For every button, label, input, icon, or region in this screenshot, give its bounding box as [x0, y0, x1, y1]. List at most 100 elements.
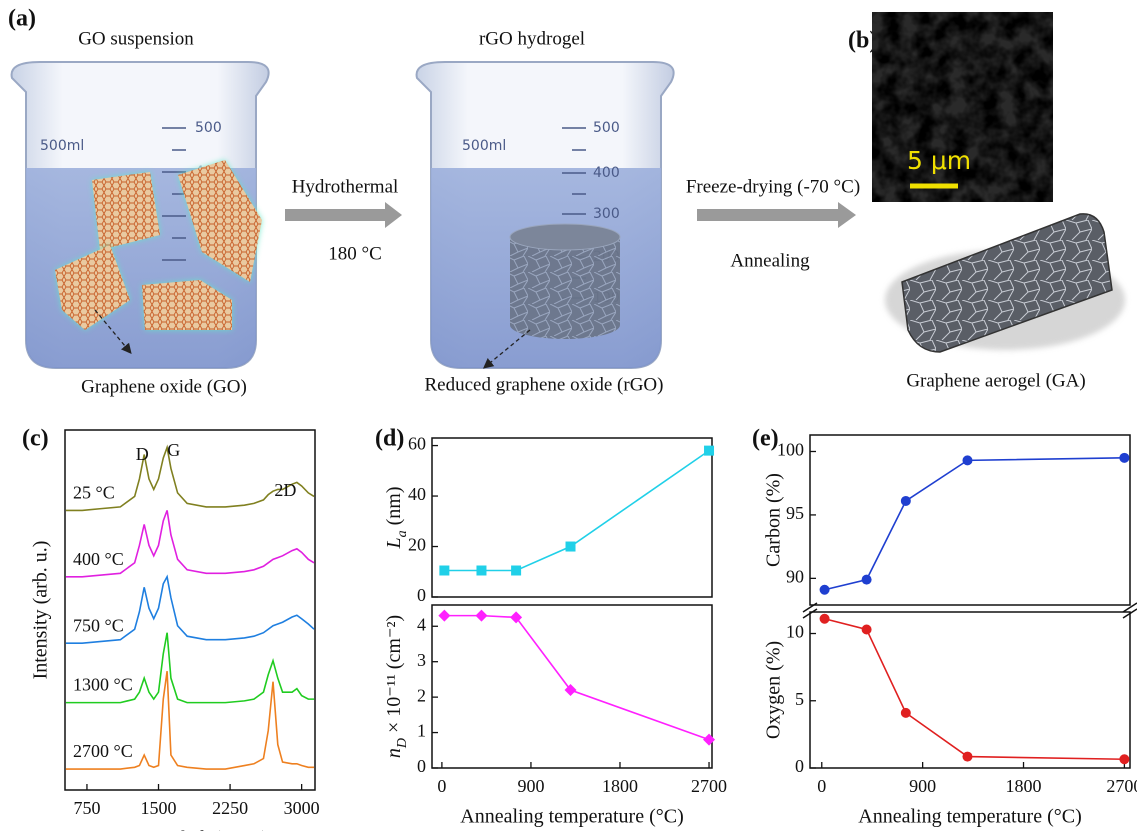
series-label: 400 °C	[73, 549, 124, 569]
series-line	[444, 449, 710, 572]
marker	[438, 609, 451, 622]
x-tick-label: 750	[73, 798, 100, 818]
y-tick-label: 20	[408, 535, 426, 555]
step-label: 180 °C	[328, 243, 382, 264]
marker	[819, 613, 830, 624]
marker	[900, 495, 911, 506]
marker	[565, 541, 576, 552]
marker	[1119, 452, 1130, 463]
y-tick-label: 1	[417, 721, 426, 741]
y-axis-label: nD × 10⁻¹¹ (cm⁻²)	[383, 615, 410, 758]
series-line	[65, 632, 315, 704]
x-tick-label: 1800	[1006, 776, 1042, 796]
y-tick-label: 10	[786, 622, 804, 642]
y-tick-label: 3	[417, 650, 426, 670]
plot-frame	[809, 611, 1131, 769]
y-tick-label: 100	[777, 440, 804, 460]
process-arrow	[285, 202, 856, 228]
y-axis-label: Intensity (arb. u.)	[30, 541, 52, 680]
series-label: 2700 °C	[73, 741, 133, 761]
y-axis-label-part: n	[383, 748, 405, 758]
marker	[1119, 754, 1130, 765]
series-line	[65, 574, 315, 644]
step-label: Hydrothermal	[292, 176, 399, 197]
marker	[861, 574, 872, 585]
beaker-volume: 500ml	[462, 138, 506, 154]
y-tick-label: 0	[417, 585, 426, 605]
x-axis-label: Annealing temperature (°C)	[460, 806, 683, 828]
beaker: 500ml 500 400	[10, 61, 270, 369]
x-tick-label: 0	[817, 776, 826, 796]
x-tick-label: 1800	[602, 776, 638, 796]
plot-frame	[64, 429, 316, 791]
series-line	[65, 510, 315, 578]
panel-label: (c)	[22, 426, 49, 452]
x-axis-label: Annealing temperature (°C)	[858, 806, 1081, 828]
y-axis-label-part: × 10⁻¹¹ (cm⁻²)	[383, 615, 405, 738]
marker	[900, 707, 911, 718]
y-tick-label: 60	[408, 434, 426, 454]
panel-label: (e)	[752, 426, 779, 452]
peak-label: D	[136, 444, 149, 464]
x-axis-label: Raman shift (cm⁻¹)	[112, 828, 269, 831]
panel-label: (a)	[8, 6, 36, 32]
scale-label: 300	[593, 206, 620, 222]
x-tick-label: 3000	[284, 798, 320, 818]
beaker-volume: 500ml	[40, 138, 84, 154]
marker	[861, 624, 872, 635]
marker	[962, 455, 973, 466]
caption: Graphene oxide (GO)	[81, 376, 247, 397]
x-tick-label: 2700	[691, 776, 727, 796]
beaker: 500ml 500 400 300 200 100	[415, 61, 675, 369]
series-label: 1300 °C	[73, 675, 133, 695]
hydrogel	[509, 223, 621, 339]
x-tick-label: 1500	[141, 798, 177, 818]
marker	[703, 733, 716, 746]
y-tick-label: 0	[417, 756, 426, 776]
scale-label: 400	[593, 165, 620, 181]
peak-label: 2D	[274, 480, 296, 500]
y-tick-label: 95	[786, 503, 804, 523]
marker	[439, 565, 450, 576]
step-label: Freeze-drying (-70 °C)	[686, 176, 860, 197]
marker	[564, 684, 577, 697]
caption: Graphene aerogel (GA)	[906, 370, 1085, 391]
y-axis-label: Carbon (%)	[763, 473, 785, 567]
panel-label: (d)	[375, 426, 404, 452]
series-label: 25 °C	[73, 483, 115, 503]
series-line	[65, 671, 315, 770]
marker	[476, 565, 487, 576]
sem-image	[872, 12, 1053, 202]
beaker-title: rGO hydrogel	[479, 28, 585, 49]
plot-frame	[809, 434, 1131, 606]
x-tick-label: 0	[437, 776, 446, 796]
beaker-title: GO suspension	[78, 28, 194, 49]
x-tick-label: 900	[517, 776, 544, 796]
plot-frame	[431, 604, 713, 769]
scale-bar-label: 5 μm	[907, 146, 971, 175]
x-tick-label: 2700	[1106, 776, 1137, 796]
x-tick-label: 900	[909, 776, 936, 796]
y-tick-label: 40	[408, 484, 426, 504]
marker	[962, 751, 973, 762]
marker	[475, 609, 488, 622]
marker	[819, 584, 830, 595]
plot-frame	[431, 437, 713, 598]
scale-label: 500	[195, 120, 222, 136]
series-label: 750 °C	[73, 615, 124, 635]
y-axis-label-part: a	[395, 530, 410, 537]
step-label: Annealing	[730, 250, 810, 271]
y-axis-label-part: L	[383, 537, 405, 549]
series-line	[444, 614, 710, 741]
scale-label: 500	[593, 120, 620, 136]
y-axis-label: La (nm)	[383, 486, 410, 549]
y-tick-label: 4	[417, 614, 426, 634]
x-tick-label: 2250	[212, 798, 248, 818]
aerogel	[885, 213, 1125, 353]
y-tick-label: 5	[795, 689, 804, 709]
go-flake	[55, 160, 262, 330]
y-tick-label: 0	[795, 756, 804, 776]
y-axis-label-part: D	[395, 738, 410, 749]
caption: Reduced graphene oxide (rGO)	[425, 374, 664, 395]
y-tick-label: 2	[417, 685, 426, 705]
